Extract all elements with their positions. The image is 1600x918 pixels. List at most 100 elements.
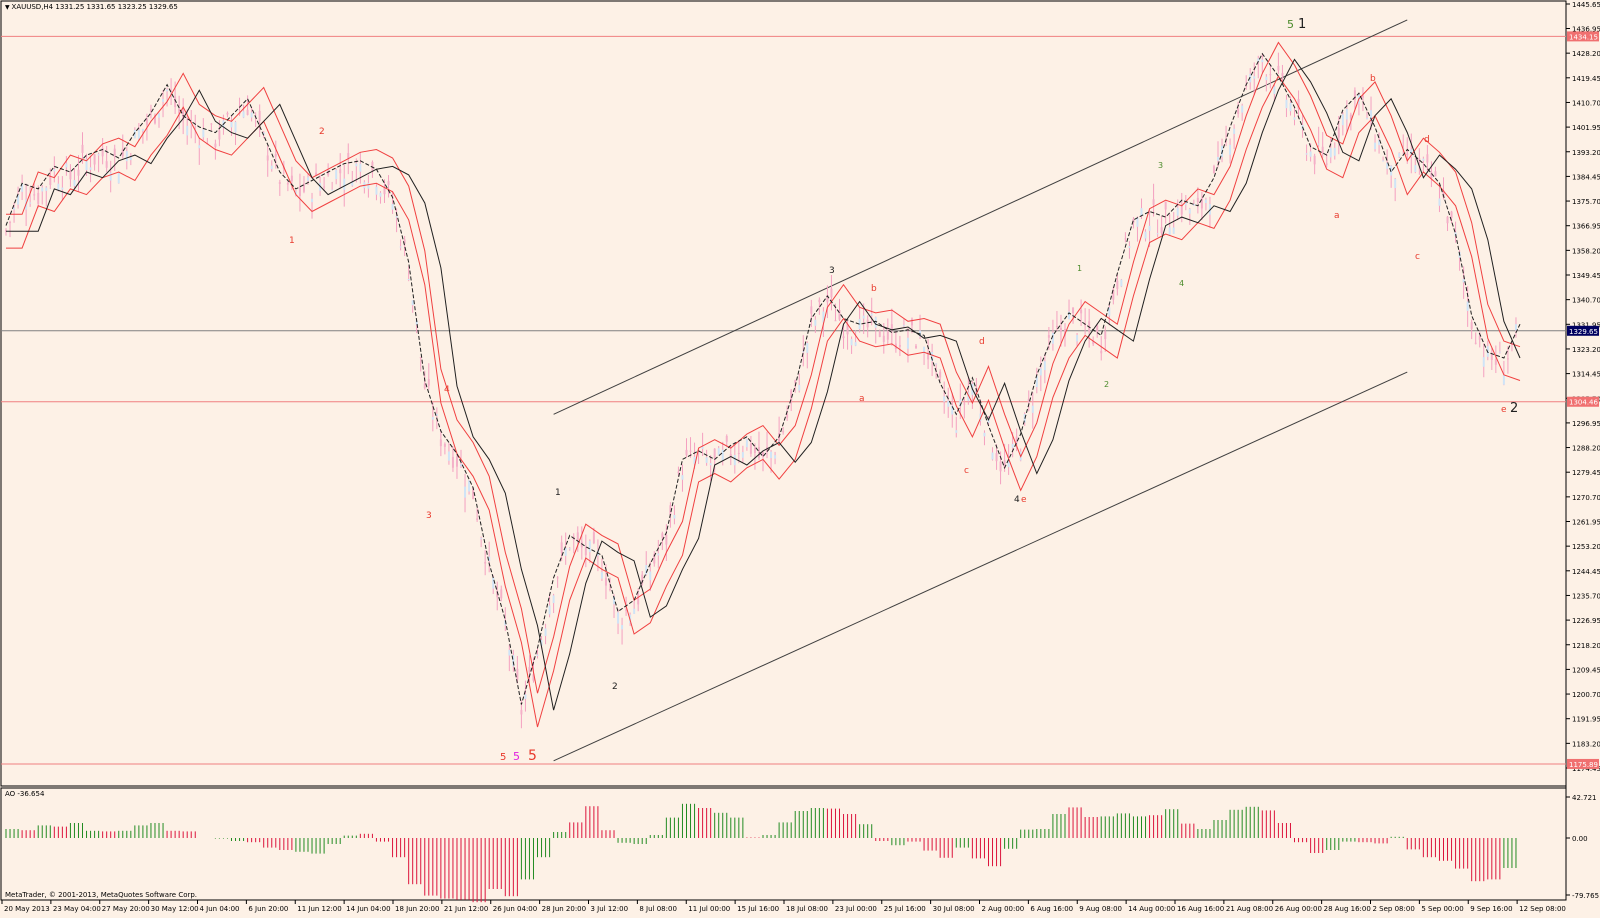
candle-body (1450, 211, 1453, 218)
candle-body (403, 239, 406, 244)
candle-body (1003, 460, 1006, 468)
candle-body (955, 430, 958, 433)
price-tick-label: 1340.70 (1572, 297, 1600, 305)
candle-body (963, 403, 966, 405)
wave-label: 2 (1510, 401, 1518, 416)
candle-body (866, 319, 869, 328)
candle-body (278, 182, 281, 184)
candle-body (1229, 144, 1232, 155)
candle-body (61, 187, 64, 190)
candle-body (725, 436, 728, 442)
candle-body (1506, 358, 1509, 360)
candle-body (1249, 73, 1252, 83)
level-price-tag (1567, 758, 1599, 769)
time-tick-label: 30 Jul 08:00 (933, 905, 975, 913)
candle-body (492, 577, 495, 589)
time-tick-label: 28 Jun 20:00 (542, 905, 586, 913)
candle-body (1241, 105, 1244, 113)
candle-body (109, 172, 112, 181)
candle-body (830, 288, 833, 298)
candle-body (1204, 199, 1207, 203)
candle-body (1281, 72, 1284, 77)
candle-body (604, 577, 607, 586)
candle-body (1120, 279, 1123, 287)
price-tag-label: 1329.65 (1569, 328, 1598, 336)
candle-body (29, 202, 32, 204)
trend-channel-upper-line[interactable] (553, 19, 1408, 415)
candle-body (806, 343, 809, 353)
candle-body (548, 605, 551, 615)
candle-body (460, 464, 463, 467)
candle-body (1124, 238, 1127, 240)
price-tick-label: 1288.20 (1572, 445, 1600, 453)
price-tick-label: 1410.70 (1572, 99, 1600, 107)
candle-body (69, 171, 72, 180)
candle-body (1039, 368, 1042, 376)
candle-body (347, 153, 350, 159)
candle-body (383, 187, 386, 195)
candle-body (802, 351, 805, 353)
candle-body (311, 198, 314, 203)
time-tick-label: 18 Jun 20:00 (395, 905, 439, 913)
level-price-tag (1567, 31, 1599, 42)
candle-body (1051, 332, 1054, 344)
candle-body (906, 337, 909, 349)
candle-body (202, 129, 205, 138)
candle-body (862, 315, 865, 319)
wave-label: 3 (1158, 161, 1163, 170)
time-tick-label: 9 Aug 08:00 (1079, 905, 1122, 913)
candle-body (838, 310, 841, 320)
time-tick-label: 2 Aug 00:00 (982, 905, 1025, 913)
wave-label: c (964, 466, 969, 476)
candle-body (814, 319, 817, 326)
candle-body (568, 548, 571, 550)
price-tick-label: 1235.70 (1572, 592, 1600, 600)
candle-body (910, 318, 913, 326)
time-tick-label: 26 Aug 00:00 (1275, 905, 1322, 913)
wave-label: b (871, 284, 877, 294)
candle-body (983, 432, 986, 437)
price-tick-label: 1445.65 (1572, 1, 1600, 9)
price-tick-label: 1358.20 (1572, 247, 1600, 255)
candle-body (1478, 335, 1481, 340)
candle-body (97, 154, 100, 156)
candle-body (1269, 74, 1272, 76)
wave-label: 5 (528, 748, 537, 764)
candle-body (149, 109, 152, 113)
price-tick-label: 1183.20 (1572, 740, 1600, 748)
candle-body (158, 113, 161, 118)
candle-body (882, 335, 885, 342)
candle-body (1253, 76, 1256, 79)
candle-body (1096, 325, 1099, 333)
candle-body (512, 655, 515, 667)
ao-tick-label: 42.721 (1572, 794, 1597, 802)
candle-body (1374, 142, 1377, 150)
wave-label: 2 (612, 682, 618, 692)
header-triangle-icon[interactable]: ▼ (5, 4, 12, 11)
wave-label: 4 (444, 385, 450, 395)
candle-body (621, 625, 624, 630)
candle-body (536, 654, 539, 656)
candle-body (1442, 190, 1445, 198)
candle-body (17, 195, 20, 205)
candle-body (1257, 58, 1260, 62)
price-tick-label: 1323.20 (1572, 346, 1600, 354)
candle-body (113, 148, 116, 157)
candle-body (246, 109, 249, 115)
candle-body (125, 151, 128, 162)
candle-body (935, 363, 938, 365)
trend-channel-lower-line[interactable] (553, 371, 1408, 762)
candle-body (540, 640, 543, 646)
candle-body (850, 339, 853, 346)
candle-body (1293, 117, 1296, 120)
candle-body (1378, 140, 1381, 146)
candle-body (1035, 375, 1038, 388)
wave-label: 5 (1287, 18, 1294, 31)
candle-body (93, 154, 96, 165)
candle-body (431, 417, 434, 420)
candle-body (174, 96, 177, 108)
time-tick-label: 9 Sep 16:00 (1470, 905, 1512, 913)
candle-body (1217, 156, 1220, 161)
